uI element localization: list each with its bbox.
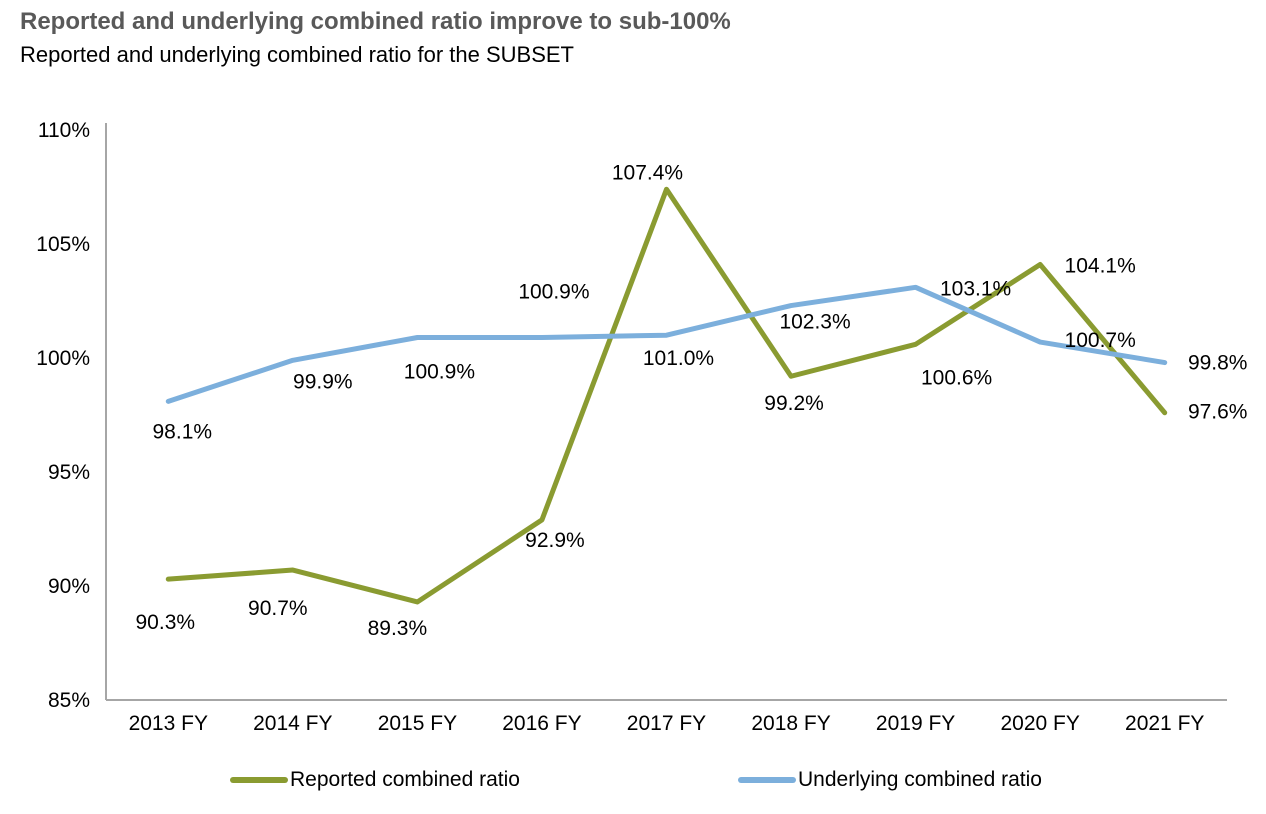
x-tick-label: 2017 FY — [627, 712, 706, 735]
y-tick-label: 110% — [38, 119, 90, 142]
legend-item-reported: Reported combined ratio — [230, 768, 520, 792]
legend-label-reported: Reported combined ratio — [290, 768, 520, 791]
underlying-data-label: 102.3% — [779, 311, 850, 334]
reported-series-swatch — [230, 777, 288, 783]
underlying-data-label: 103.1% — [940, 277, 1011, 300]
legend-item-underlying: Underlying combined ratio — [738, 768, 1042, 792]
x-tick-label: 2020 FY — [1000, 712, 1079, 735]
reported-data-label: 92.9% — [525, 529, 585, 552]
legend-label-underlying: Underlying combined ratio — [798, 768, 1042, 791]
x-tick-label: 2018 FY — [751, 712, 830, 735]
underlying-data-label: 100.7% — [1065, 329, 1136, 352]
underlying-data-label: 99.8% — [1188, 352, 1248, 375]
y-tick-label: 85% — [48, 689, 90, 712]
underlying-data-label: 100.9% — [518, 280, 589, 303]
reported-data-label: 89.3% — [368, 617, 428, 640]
reported-data-label: 107.4% — [612, 161, 683, 184]
y-tick-label: 95% — [48, 461, 90, 484]
page-title: Reported and underlying combined ratio i… — [20, 8, 731, 35]
x-tick-label: 2021 FY — [1125, 712, 1204, 735]
x-tick-label: 2019 FY — [876, 712, 955, 735]
y-tick-label: 105% — [36, 233, 90, 256]
reported-data-label: 97.6% — [1188, 401, 1248, 424]
underlying-series-swatch — [738, 777, 796, 783]
reported-data-label: 99.2% — [764, 392, 824, 415]
y-tick-label: 90% — [48, 575, 90, 598]
reported-data-label: 104.1% — [1065, 255, 1136, 278]
reported-data-label: 90.3% — [136, 611, 196, 634]
y-tick-label: 100% — [36, 347, 90, 370]
x-tick-label: 2015 FY — [378, 712, 457, 735]
underlying-data-label: 100.9% — [404, 360, 475, 383]
page-subtitle: Reported and underlying combined ratio f… — [20, 42, 574, 67]
x-tick-label: 2013 FY — [129, 712, 208, 735]
underlying-series-line — [165, 284, 1168, 404]
underlying-data-label: 99.9% — [293, 370, 353, 393]
reported-series-line — [165, 186, 1168, 605]
reported-data-label: 100.6% — [921, 366, 992, 389]
reported-data-label: 90.7% — [248, 597, 308, 620]
underlying-data-label: 101.0% — [643, 347, 714, 370]
x-tick-label: 2014 FY — [253, 712, 332, 735]
underlying-data-label: 98.1% — [153, 420, 213, 443]
x-tick-label: 2016 FY — [502, 712, 581, 735]
